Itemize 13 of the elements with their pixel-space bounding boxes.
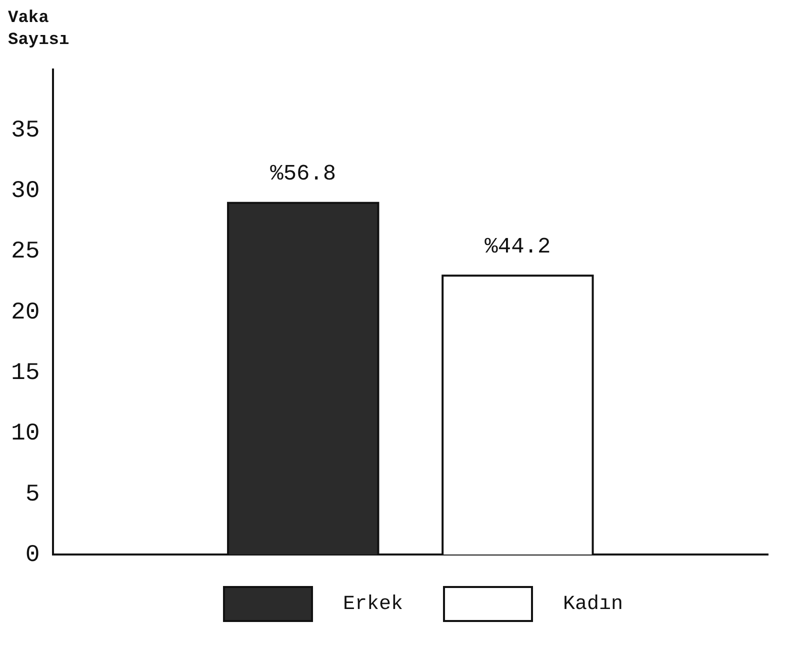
y-axis-title: Vaka Sayısı (8, 8, 70, 52)
series-label: Kadın (563, 592, 624, 616)
y-tick-label: 10 (10, 420, 40, 448)
y-tick-label: 30 (10, 178, 40, 206)
y-tick-label: 20 (10, 299, 40, 326)
y-tick-label: 0 (25, 542, 40, 569)
y-tick-label: 25 (10, 238, 40, 266)
legend-label: Erkek (342, 592, 403, 616)
y-tick-label: 5 (25, 481, 40, 508)
annotation: %44.2 (484, 234, 551, 260)
y-tick-label: 35 (10, 117, 40, 144)
y-tick-label: 15 (10, 360, 40, 388)
annotation: %56.8 (270, 162, 336, 187)
